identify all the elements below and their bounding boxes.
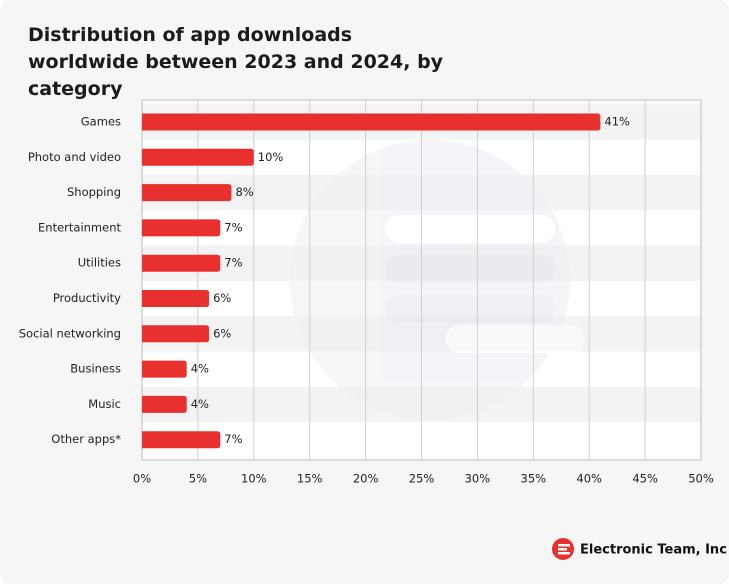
bar — [142, 431, 221, 449]
value-label: 4% — [191, 397, 209, 411]
x-tick-label: 40% — [576, 472, 602, 486]
x-tick-label: 25% — [409, 472, 435, 486]
value-label: 7% — [224, 220, 242, 234]
x-tick-label: 20% — [353, 472, 379, 486]
y-tick-label: Entertainment — [38, 220, 121, 234]
bar — [142, 360, 187, 378]
value-label: 6% — [213, 291, 231, 305]
x-tick-label: 30% — [465, 472, 491, 486]
y-tick-label: Social networking — [19, 326, 121, 340]
bar — [142, 254, 221, 272]
value-label: 6% — [213, 326, 231, 340]
y-tick-label: Other apps* — [51, 432, 121, 446]
y-tick-label: Productivity — [53, 291, 121, 305]
bar — [142, 113, 601, 131]
y-tick-label: Shopping — [67, 185, 121, 199]
x-tick-label: 0% — [133, 472, 151, 486]
bar — [142, 148, 254, 166]
chart-title: Distribution of app downloads worldwide … — [28, 24, 444, 100]
y-tick-label: Photo and video — [28, 150, 121, 164]
value-label: 41% — [604, 115, 630, 129]
y-tick-label: Games — [81, 115, 121, 129]
bar — [142, 184, 232, 202]
y-tick-label: Utilities — [78, 256, 121, 270]
x-tick-label: 45% — [632, 472, 658, 486]
x-tick-label: 50% — [688, 472, 714, 486]
bar — [142, 325, 210, 343]
value-label: 4% — [191, 362, 209, 376]
y-tick-label: Business — [70, 362, 121, 376]
value-label: 7% — [224, 256, 242, 270]
watermark — [290, 140, 585, 420]
brand-logo — [552, 538, 574, 560]
value-label: 10% — [258, 150, 284, 164]
bar — [142, 395, 187, 413]
bar — [142, 290, 210, 307]
x-tick-label: 10% — [241, 472, 267, 486]
value-label: 7% — [224, 432, 242, 446]
x-tick-label: 5% — [189, 472, 207, 486]
bar — [142, 219, 221, 237]
y-tick-label: Music — [88, 397, 121, 411]
value-label: 8% — [235, 185, 253, 199]
x-tick-label: 15% — [297, 472, 323, 486]
brand-name: Electronic Team, Inc — [580, 543, 727, 558]
x-tick-label: 35% — [521, 472, 547, 486]
